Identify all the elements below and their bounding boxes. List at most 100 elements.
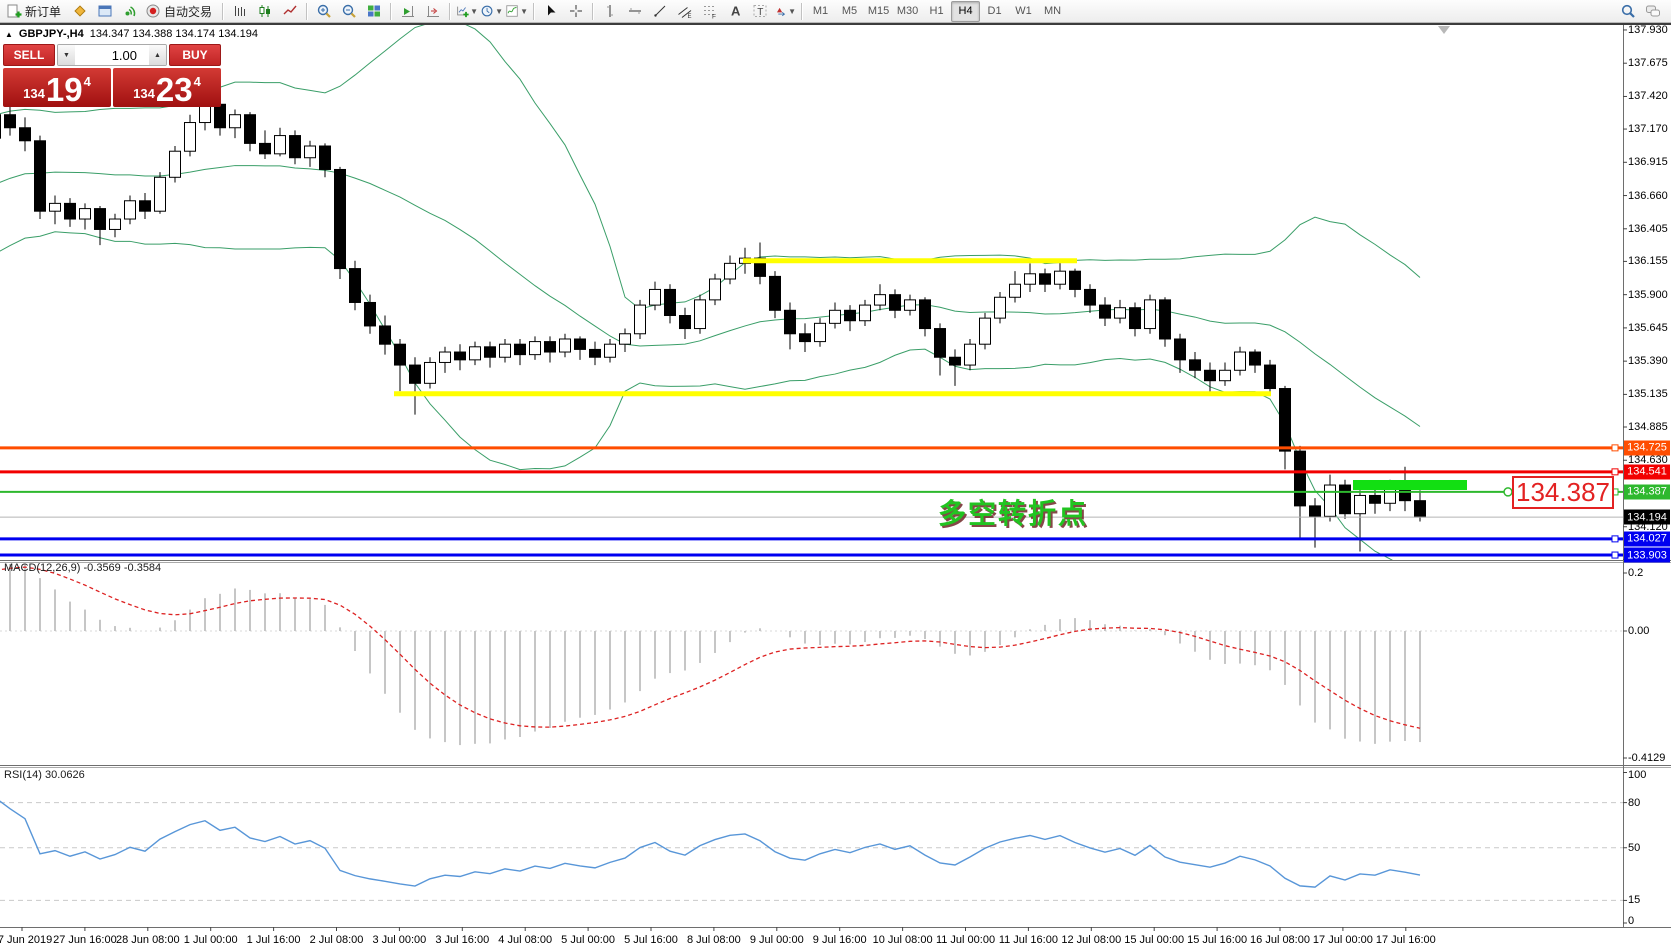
trendline-endpoint-marker[interactable] (1503, 487, 1513, 497)
bull-candle[interactable] (424, 361, 436, 384)
bear-candle[interactable] (259, 142, 271, 155)
bull-candle[interactable] (469, 346, 481, 361)
bull-candle[interactable] (964, 343, 976, 366)
bear-candle[interactable] (1174, 338, 1186, 361)
bear-candle[interactable] (1279, 388, 1291, 452)
bear-candle[interactable] (1309, 505, 1321, 517)
bull-candle[interactable] (199, 103, 211, 124)
macd-pane[interactable] (0, 564, 1623, 746)
buy-price-display[interactable]: 134 23 4 (113, 68, 221, 107)
bull-candle[interactable] (1219, 369, 1231, 382)
bear-candle[interactable] (589, 348, 601, 358)
bear-candle[interactable] (754, 257, 766, 277)
new-chart-button[interactable]: ▼ (454, 1, 479, 22)
bull-candle[interactable] (694, 299, 706, 330)
zoom-out-button[interactable] (336, 1, 361, 22)
bull-candle[interactable] (124, 200, 136, 220)
bear-candle[interactable] (1129, 307, 1141, 330)
bear-candle[interactable] (1069, 270, 1081, 290)
bull-candle[interactable] (304, 145, 316, 159)
candlestick-mode-button[interactable] (252, 1, 277, 22)
bear-candle[interactable] (94, 208, 106, 230)
bull-candle[interactable] (649, 288, 661, 306)
main-pane[interactable] (0, 21, 1623, 576)
bear-candle[interactable] (1369, 494, 1381, 504)
horizontal-line-button[interactable] (622, 1, 647, 22)
bear-candle[interactable] (799, 333, 811, 343)
zoom-in-button[interactable] (311, 1, 336, 22)
bear-candle[interactable] (454, 351, 466, 361)
bull-candle[interactable] (79, 208, 91, 220)
chat-button[interactable] (1640, 1, 1665, 22)
bull-candle[interactable] (979, 317, 991, 345)
charts-window-button[interactable] (92, 1, 117, 22)
signals-button[interactable] (117, 1, 142, 22)
timeframe-m30-button[interactable]: M30 (896, 5, 919, 17)
bear-candle[interactable] (1039, 273, 1051, 285)
bull-candle[interactable] (154, 176, 166, 212)
bear-candle[interactable] (319, 145, 331, 170)
bar-chart-mode-button[interactable] (227, 1, 252, 22)
bear-candle[interactable] (1099, 304, 1111, 319)
bull-candle[interactable] (1324, 484, 1336, 517)
bear-candle[interactable] (409, 364, 421, 384)
bull-candle[interactable] (994, 296, 1006, 319)
bull-candle[interactable] (1234, 351, 1246, 371)
bear-candle[interactable] (379, 325, 391, 345)
text-button[interactable]: A (722, 1, 747, 22)
volume-decrease-button[interactable]: ▼ (58, 45, 75, 65)
bull-candle[interactable] (904, 299, 916, 311)
bull-candle[interactable] (604, 343, 616, 358)
bull-candle[interactable] (634, 304, 646, 335)
hline-endpoint[interactable] (1611, 551, 1619, 559)
bear-candle[interactable] (484, 346, 496, 358)
bull-candle[interactable] (0, 114, 1, 139)
bear-candle[interactable] (139, 200, 151, 212)
timeframe-h1-button[interactable]: H1 (929, 5, 944, 17)
timeframe-h4-button[interactable]: H4 (951, 0, 981, 22)
bear-candle[interactable] (889, 294, 901, 311)
fibonacci-button[interactable]: F (697, 1, 722, 22)
buy-button[interactable]: BUY (169, 44, 221, 66)
timeframe-w1-button[interactable]: W1 (1015, 5, 1032, 17)
bull-candle[interactable] (169, 150, 181, 178)
crosshair-button[interactable] (563, 1, 588, 22)
bear-candle[interactable] (1264, 364, 1276, 390)
price-callout-box[interactable]: 134.387 (1512, 476, 1614, 509)
bear-candle[interactable] (1294, 450, 1306, 507)
bull-candle[interactable] (859, 304, 871, 322)
bull-candle[interactable] (709, 278, 721, 301)
bear-candle[interactable] (919, 299, 931, 330)
collapse-icon[interactable]: ▲ (5, 29, 13, 39)
timeframe-m15-button[interactable]: M15 (867, 5, 890, 17)
bear-candle[interactable] (244, 114, 256, 144)
label-button[interactable]: T (747, 1, 772, 22)
auto-scroll-button[interactable] (395, 1, 420, 22)
indicators-button[interactable]: ▼ (504, 1, 529, 22)
chart-shift-marker[interactable] (1438, 26, 1450, 34)
bear-candle[interactable] (949, 356, 961, 366)
bear-candle[interactable] (514, 343, 526, 356)
trendline-button[interactable] (647, 1, 672, 22)
bull-candle[interactable] (229, 114, 241, 129)
bull-candle[interactable] (439, 351, 451, 363)
bull-candle[interactable] (1114, 307, 1126, 319)
bear-candle[interactable] (4, 114, 16, 129)
bull-candle[interactable] (829, 309, 841, 324)
new-order-button[interactable]: 新订单 (3, 1, 67, 22)
bull-candle[interactable] (874, 294, 886, 306)
bull-candle[interactable] (814, 322, 826, 343)
bear-candle[interactable] (769, 275, 781, 311)
hline-endpoint[interactable] (1611, 468, 1619, 476)
bear-candle[interactable] (289, 135, 301, 159)
bear-candle[interactable] (1414, 500, 1426, 518)
timeframe-d1-button[interactable]: D1 (987, 5, 1002, 17)
bull-candle[interactable] (274, 135, 286, 155)
bear-candle[interactable] (1339, 484, 1351, 515)
channel-button[interactable]: E (672, 1, 697, 22)
bull-candle[interactable] (184, 122, 196, 152)
bear-candle[interactable] (544, 341, 556, 353)
bear-candle[interactable] (214, 103, 226, 129)
bear-candle[interactable] (934, 328, 946, 358)
